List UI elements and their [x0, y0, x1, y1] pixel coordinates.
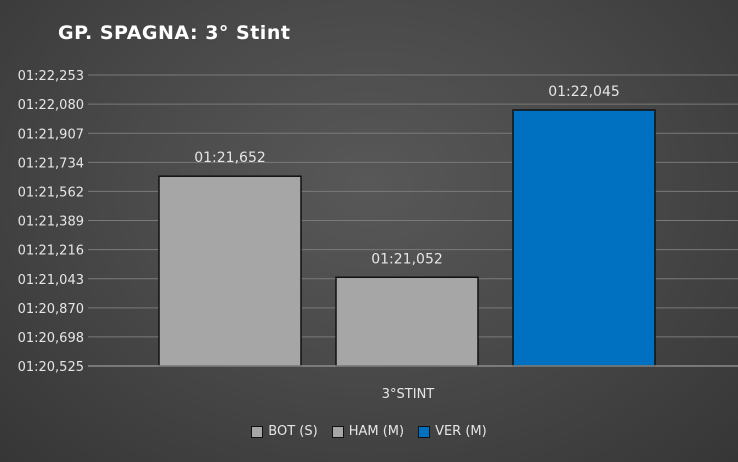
data-label: 01:21,052	[371, 251, 443, 267]
y-tick-label: 01:21,562	[18, 185, 84, 200]
legend: BOT (S) HAM (M) VER (M)	[0, 424, 738, 439]
y-tick-label: 01:21,907	[18, 127, 84, 142]
y-tick-label: 01:21,216	[18, 244, 84, 259]
y-tick-label: 01:21,043	[18, 273, 84, 288]
x-category-label: 3°STINT	[382, 387, 435, 402]
data-label: 01:22,045	[548, 84, 620, 100]
legend-swatch	[332, 426, 344, 438]
legend-swatch	[251, 426, 263, 438]
legend-entry: HAM (M)	[332, 424, 404, 439]
y-tick-label: 01:22,080	[18, 98, 84, 113]
y-tick-label: 01:20,525	[18, 360, 84, 375]
y-tick-label: 01:21,734	[18, 156, 84, 171]
y-tick-label: 01:22,253	[18, 69, 84, 84]
bar-ver	[513, 110, 655, 366]
bar-ham	[336, 277, 478, 366]
y-tick-label: 01:20,870	[18, 302, 84, 317]
y-tick-label: 01:21,389	[18, 215, 84, 230]
legend-label: VER (M)	[435, 424, 487, 439]
y-tick-label: 01:20,698	[18, 331, 84, 346]
legend-label: BOT (S)	[268, 424, 317, 439]
legend-entry: VER (M)	[418, 424, 487, 439]
legend-entry: BOT (S)	[251, 424, 317, 439]
legend-swatch	[418, 426, 430, 438]
legend-label: HAM (M)	[349, 424, 404, 439]
bar-bot	[159, 176, 301, 366]
data-label: 01:21,652	[194, 150, 266, 166]
